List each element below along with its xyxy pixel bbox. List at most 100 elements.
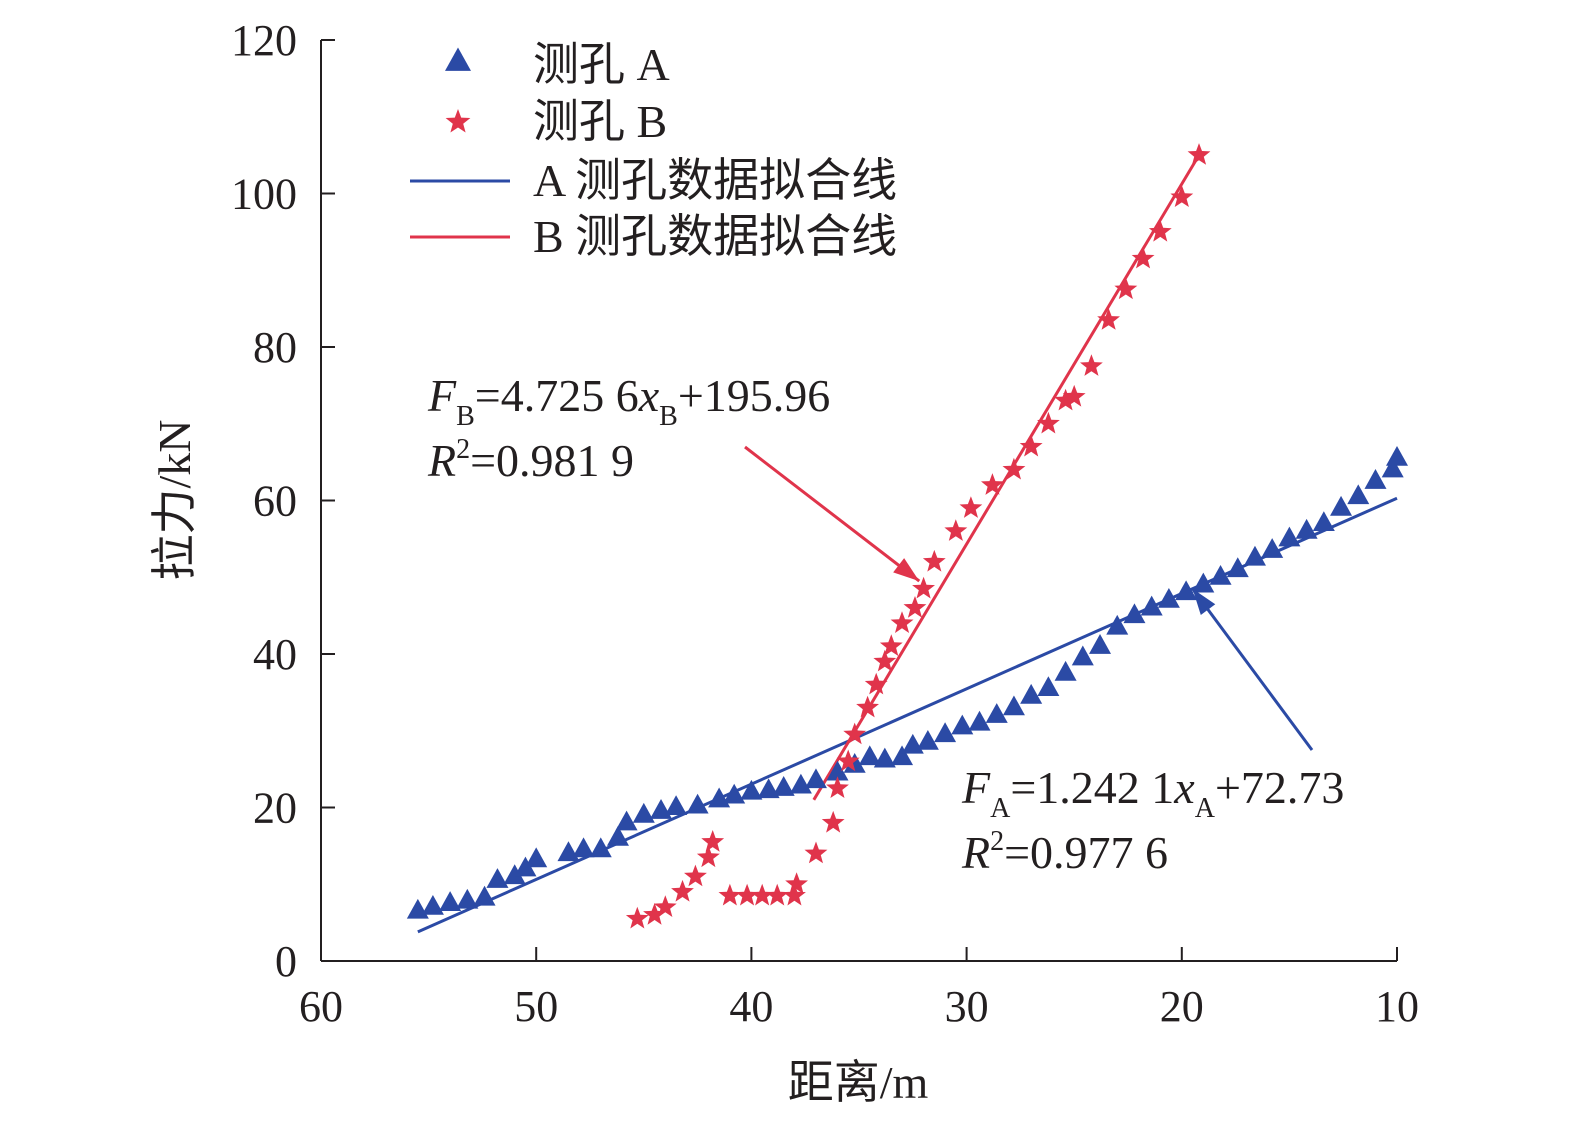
legend-label-b: 测孔 B [533, 96, 667, 147]
point-b [864, 672, 888, 695]
point-b [922, 549, 946, 572]
point-b [1019, 434, 1043, 457]
point-b [1131, 246, 1155, 269]
point-b [653, 895, 677, 917]
point-b [959, 496, 983, 518]
y-tick-label: 100 [231, 170, 297, 219]
point-a [843, 753, 866, 773]
annotation-arrows [744, 445, 1314, 751]
point-a [473, 885, 496, 906]
point-a [1123, 603, 1146, 624]
point-a [686, 793, 709, 814]
fit-line-b [812, 154, 1201, 801]
point-b [821, 810, 845, 833]
arrow-head [893, 558, 920, 582]
point-a [1054, 660, 1077, 681]
point-a [804, 768, 827, 789]
legend-label-a: 测孔 A [533, 39, 670, 90]
point-a [572, 837, 595, 858]
point-b [718, 883, 742, 906]
point-b [843, 722, 867, 745]
x-ticks: 60 50 40 30 20 10 [299, 947, 1419, 1031]
point-a [858, 745, 881, 766]
point-b [1148, 219, 1172, 242]
point-a [757, 778, 780, 799]
point-a [951, 714, 974, 735]
y-tick-label: 20 [253, 784, 297, 833]
arrow-shaft [1191, 587, 1314, 751]
point-a [589, 837, 612, 858]
point-b [765, 883, 789, 906]
point-a [985, 703, 1008, 723]
point-a [1226, 557, 1249, 578]
x-tick-label: 20 [1160, 982, 1204, 1031]
series-a [406, 446, 1408, 919]
equation-a-line2: R2=0.977 6 [961, 826, 1168, 878]
point-b [856, 695, 879, 718]
point-a [772, 776, 795, 796]
point-a [1037, 676, 1060, 697]
equation-b-line1: FB=4.725 6xB+195.96 [427, 370, 830, 432]
x-tick-label: 40 [729, 982, 773, 1031]
legend-fit-label-a: A 测孔数据拟合线 [533, 155, 897, 206]
point-a [723, 783, 746, 804]
point-a [1175, 580, 1198, 601]
point-b [1187, 143, 1211, 165]
point-a [1140, 595, 1163, 616]
point-a [1261, 538, 1284, 558]
point-a [1381, 457, 1404, 478]
point-b [944, 519, 968, 541]
point-a [934, 722, 957, 743]
point-b [903, 596, 927, 618]
point-b [643, 903, 666, 925]
point-b [696, 845, 720, 868]
point-b [1080, 354, 1103, 376]
point-a [1278, 526, 1301, 547]
legend-triangle-icon [445, 47, 471, 71]
y-tick-label: 60 [253, 477, 297, 526]
point-a [789, 773, 812, 794]
point-b [890, 611, 914, 633]
point-a [503, 864, 526, 885]
point-b [804, 841, 828, 864]
point-b [1037, 411, 1060, 434]
point-a [1364, 469, 1387, 489]
point-a [891, 745, 914, 766]
y-tick-label: 0 [275, 937, 297, 986]
point-a [1330, 495, 1353, 516]
equation-b-line2: R2=0.981 9 [427, 434, 634, 486]
point-a [615, 810, 638, 831]
y-tick-label: 40 [253, 630, 297, 679]
point-a [1020, 683, 1043, 704]
point-b [836, 749, 860, 772]
point-a [421, 894, 444, 915]
legend-marker-b [445, 109, 471, 133]
point-b [671, 879, 694, 902]
point-a [439, 891, 462, 911]
point-a [525, 847, 548, 868]
point-a [514, 856, 537, 877]
point-b [873, 649, 897, 672]
point-a [968, 710, 991, 731]
legend: 测孔 A 测孔 B A 测孔数据拟合线 B 测孔数据拟合线 [410, 39, 897, 262]
point-b [1097, 308, 1120, 330]
y-tick-label: 80 [253, 323, 297, 372]
x-tick-label: 10 [1375, 982, 1419, 1031]
point-b [783, 883, 806, 906]
arrow-head [1192, 588, 1216, 616]
point-b [1170, 185, 1194, 207]
point-a [665, 795, 688, 816]
legend-marker-a [445, 47, 471, 71]
x-axis-title: 距离/m [788, 1057, 929, 1108]
point-b [701, 830, 725, 852]
legend-fit-label-b: B 测孔数据拟合线 [533, 211, 897, 262]
point-b [735, 883, 759, 906]
point-a [1386, 446, 1408, 466]
data-points [406, 143, 1408, 929]
point-a [1243, 545, 1266, 566]
equation-b: FB=4.725 6xB+195.96 R2=0.981 9 [427, 370, 830, 486]
series-b [625, 143, 1211, 929]
x-tick-label: 30 [945, 982, 989, 1031]
point-a [826, 760, 849, 781]
